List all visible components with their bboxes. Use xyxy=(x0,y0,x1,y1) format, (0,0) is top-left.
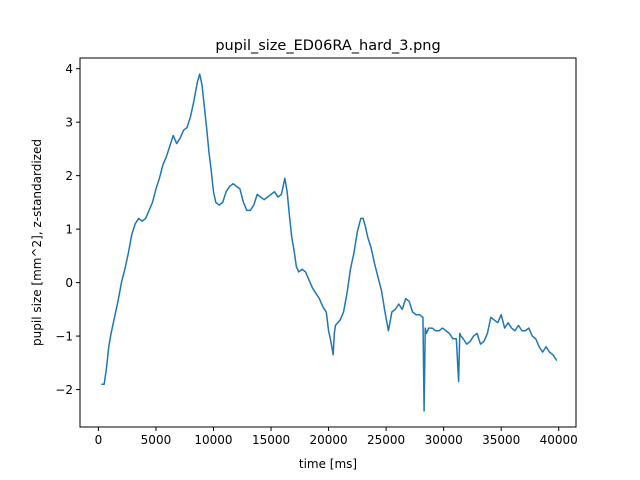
y-axis-label: pupil size [mm^2], z-standardized xyxy=(30,139,44,346)
y-tick-label: 1 xyxy=(65,223,73,237)
x-tick-label: 35000 xyxy=(482,433,520,447)
y-tick-label: −2 xyxy=(55,383,73,397)
chart-title: pupil_size_ED06RA_hard_3.png xyxy=(215,38,440,54)
y-tick-label: −1 xyxy=(55,330,73,344)
series-line xyxy=(101,73,558,412)
y-axis: −2 −1 0 1 2 3 4 xyxy=(55,62,80,397)
y-tick-label: 2 xyxy=(65,169,73,183)
plot-area xyxy=(101,73,558,412)
x-axis-label: time [ms] xyxy=(299,457,357,471)
x-tick-label: 25000 xyxy=(367,433,405,447)
x-tick-label: 10000 xyxy=(194,433,232,447)
x-tick-label: 0 xyxy=(95,433,103,447)
plot-frame xyxy=(79,57,577,428)
x-axis: 0 5000 10000 15000 20000 25000 30000 35000 40000 xyxy=(95,427,578,447)
x-tick-label: 40000 xyxy=(540,433,578,447)
y-tick-label: 3 xyxy=(65,116,73,130)
x-tick-label: 15000 xyxy=(252,433,290,447)
x-tick-label: 30000 xyxy=(425,433,463,447)
y-tick-label: 4 xyxy=(65,62,73,76)
x-tick-label: 20000 xyxy=(309,433,347,447)
y-tick-label: 0 xyxy=(65,276,73,290)
x-tick-label: 5000 xyxy=(141,433,172,447)
